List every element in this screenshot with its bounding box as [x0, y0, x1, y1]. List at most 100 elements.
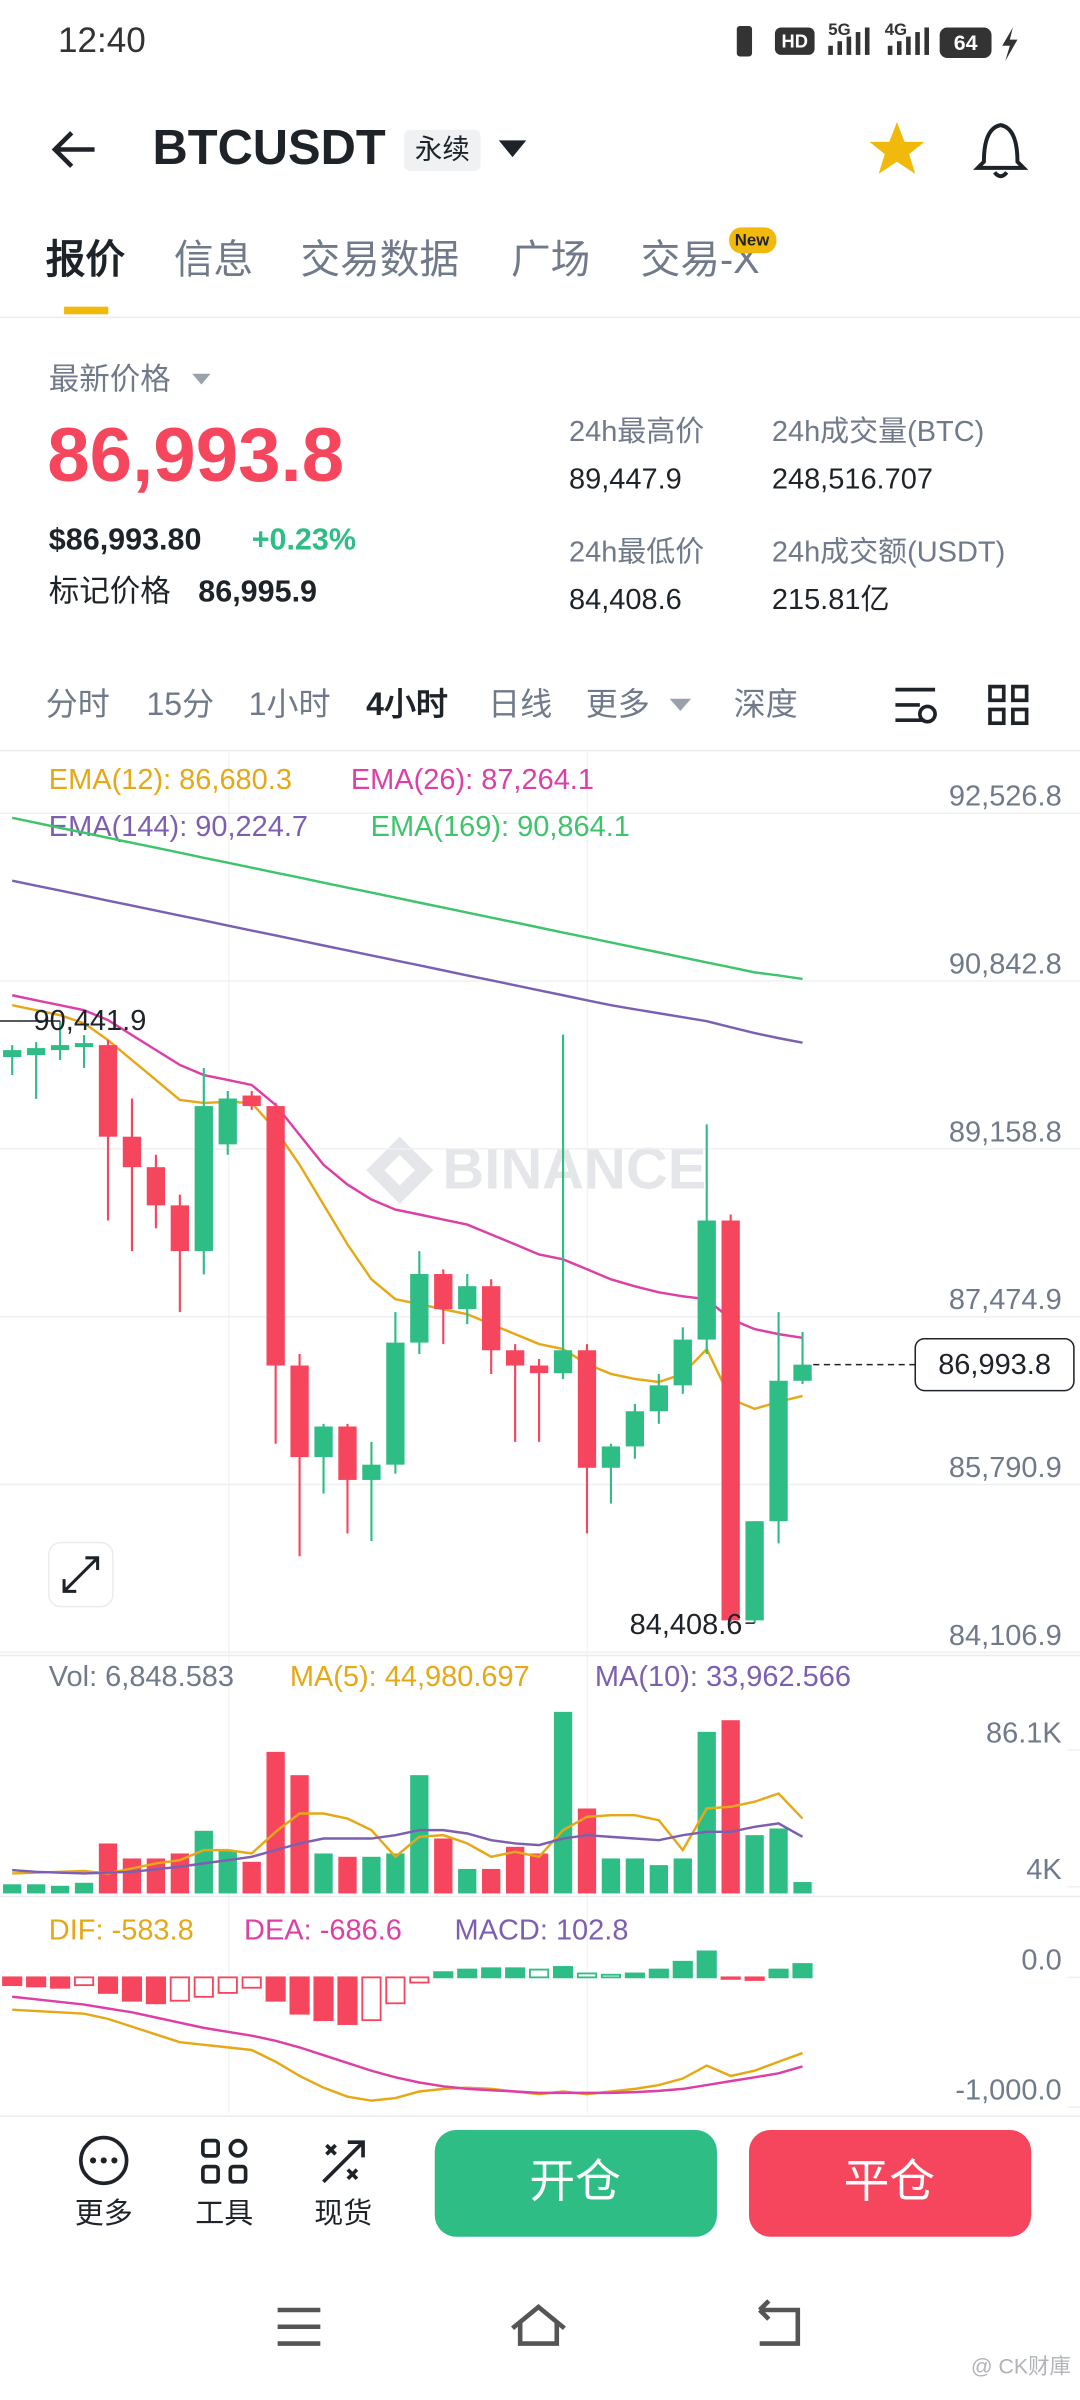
- macd-bar: [313, 1976, 334, 2022]
- candle-body: [577, 1350, 597, 1468]
- volume-bar: [529, 1853, 549, 1894]
- usd-price: $86,993.80: [49, 523, 202, 557]
- price-label-dropdown[interactable]: [192, 373, 211, 385]
- indicator-settings[interactable]: [895, 687, 937, 724]
- legend-entry: MA(10): 33,962.566: [595, 1661, 851, 1693]
- candle-body: [27, 1048, 46, 1056]
- indicator-line: [12, 2008, 803, 2102]
- spot-icon[interactable]: [322, 2140, 365, 2184]
- volume-bar: [194, 1830, 213, 1894]
- volume-bar: [98, 1843, 118, 1894]
- close-button-label[interactable]: 平仓: [844, 2156, 935, 2207]
- volume-bar: [649, 1865, 668, 1894]
- legend-entry: DEA: -686.6: [244, 1914, 402, 1946]
- macd-bar: [529, 1968, 550, 1979]
- more-icon[interactable]: [79, 2135, 129, 2186]
- nav-menu[interactable]: [277, 2307, 321, 2346]
- candle-body: [482, 1286, 501, 1351]
- contract-pill: [404, 129, 481, 171]
- candle-body: [601, 1446, 621, 1468]
- interval-active[interactable]: 4小时: [366, 686, 448, 722]
- candle-body: [170, 1205, 189, 1252]
- macd-bar: [361, 1976, 382, 2022]
- volume-bar: [410, 1775, 429, 1894]
- tab[interactable]: 交易数据: [301, 238, 460, 282]
- macd-bar: [600, 1973, 621, 1979]
- indicator-line: [12, 1792, 804, 1875]
- tab[interactable]: 报价: [46, 238, 126, 282]
- contract-type: 永续: [415, 133, 470, 164]
- volume-bar: [577, 1808, 597, 1894]
- candle-body: [338, 1426, 357, 1480]
- macd-bar: [73, 1976, 95, 1987]
- volume-bar: [386, 1853, 405, 1894]
- more-dropdown[interactable]: [669, 698, 692, 711]
- back-button[interactable]: [51, 131, 95, 168]
- volume-bar: [745, 1835, 764, 1894]
- stat-value: 84,408.6: [569, 584, 682, 616]
- candle-body: [242, 1095, 261, 1107]
- candle-body: [529, 1365, 549, 1374]
- y-tick-label: 85,790.9: [949, 1452, 1062, 1484]
- interval[interactable]: 1小时: [249, 686, 331, 722]
- signal-1: [828, 27, 870, 55]
- tab[interactable]: 信息: [174, 238, 253, 282]
- volume-bar: [27, 1884, 46, 1894]
- interval[interactable]: 更多: [586, 686, 650, 722]
- last-price-box: [914, 1337, 1075, 1392]
- tools-icon[interactable]: [201, 2138, 248, 2184]
- alert-bell[interactable]: [973, 123, 1029, 179]
- new-badge: [729, 227, 777, 254]
- high-label: 90,441.9: [34, 1005, 147, 1037]
- last-price-label: 86,993.8: [938, 1349, 1051, 1381]
- macd-bar: [169, 1976, 190, 2002]
- favorite-star[interactable]: [869, 122, 925, 174]
- action-label[interactable]: 现货: [314, 2198, 372, 2230]
- candle-body: [386, 1342, 405, 1465]
- candle-body: [314, 1426, 333, 1458]
- candle-body: [745, 1521, 764, 1621]
- macd-bar: [768, 1968, 789, 1979]
- candle-body: [434, 1274, 453, 1310]
- interval[interactable]: 日线: [488, 686, 552, 722]
- symbol-dropdown[interactable]: [498, 140, 527, 158]
- price-change: +0.23%: [252, 523, 356, 557]
- volume-bar: [266, 1751, 285, 1894]
- macd-bar: [433, 1971, 454, 1979]
- interval[interactable]: 深度: [734, 686, 798, 722]
- y-tick-label: 0.0: [1021, 1945, 1061, 1977]
- candle-body: [98, 1045, 118, 1137]
- y-tick-label: 89,158.8: [949, 1116, 1062, 1148]
- nav-back[interactable]: [758, 2299, 801, 2346]
- open-button-label[interactable]: 开仓: [529, 2156, 620, 2207]
- volume-bar: [362, 1856, 381, 1894]
- interval[interactable]: 分时: [46, 686, 110, 722]
- macd-bar: [145, 1976, 166, 2005]
- action-label[interactable]: 更多: [75, 2198, 133, 2230]
- volume-bar: [793, 1882, 812, 1894]
- nav-home[interactable]: [511, 2303, 566, 2346]
- y-tick-label: 92,526.8: [949, 781, 1062, 813]
- candle-body: [122, 1136, 142, 1168]
- macd-bar: [241, 1976, 262, 1989]
- interval[interactable]: 15分: [146, 686, 214, 722]
- macd-bar: [744, 1976, 765, 1981]
- macd-bar: [481, 1967, 502, 1979]
- open-button[interactable]: [434, 2129, 717, 2237]
- volume-bar: [482, 1868, 501, 1894]
- action-label[interactable]: 工具: [195, 2198, 253, 2230]
- macd-bar: [337, 1976, 358, 2025]
- macd-bar: [624, 1972, 645, 1979]
- new-badge-text: New: [735, 231, 770, 250]
- layout-toggle[interactable]: [988, 684, 1029, 726]
- volume-bar: [434, 1838, 453, 1894]
- y-tick-label: 4K: [1026, 1854, 1061, 1886]
- tab[interactable]: 广场: [511, 238, 590, 282]
- candle-body: [146, 1167, 166, 1206]
- stat-value: 215.81亿: [772, 584, 890, 616]
- close-button[interactable]: [748, 2129, 1032, 2237]
- volume-bar: [553, 1711, 573, 1894]
- charts: 92,526.8 90,842.8 89,158.8 87,474.9 85,790.9…: [0, 764, 1080, 2108]
- y-tick-label: -1,000.0: [955, 2074, 1061, 2106]
- macd-bar: [193, 1976, 214, 1998]
